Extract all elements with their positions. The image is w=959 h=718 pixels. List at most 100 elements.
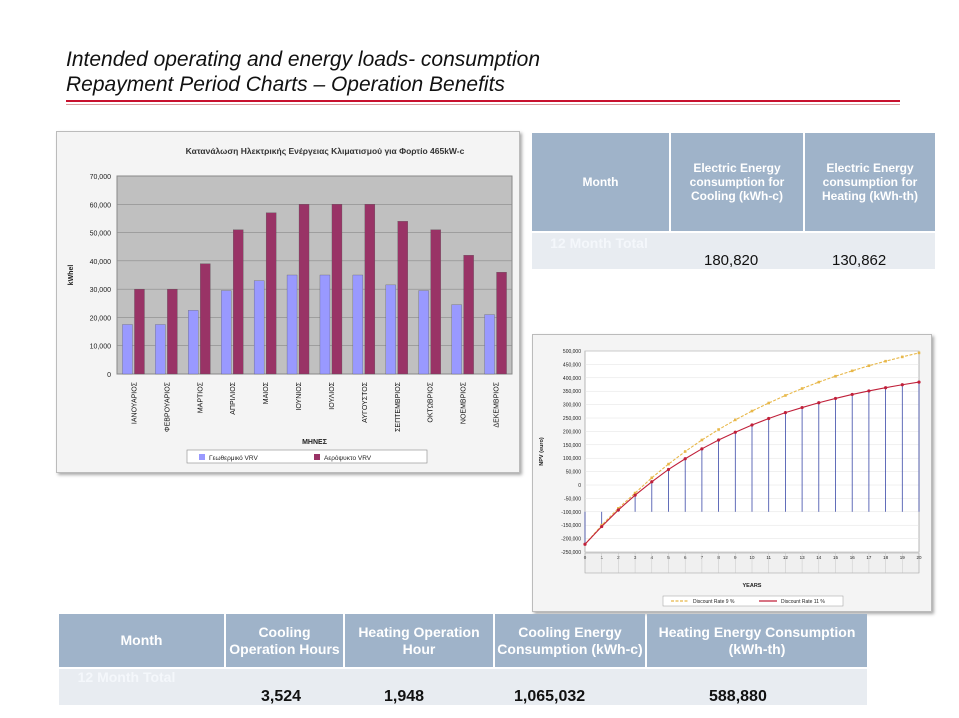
y-tick-label: 0 (107, 372, 111, 379)
x-tick-label: 18 (883, 555, 889, 560)
x-tick-label: ΣΕΠΤΕΜΒΡΙΟΣ (395, 381, 402, 432)
data-point (650, 476, 654, 480)
y-tick-label: 350,000 (563, 389, 581, 395)
bar (319, 274, 331, 375)
total-heating-value: 130,862 (832, 252, 887, 269)
x-tick-label: 19 (900, 555, 906, 560)
data-point (867, 389, 871, 393)
y-tick-label: -250,000 (561, 550, 581, 556)
legend-label: Discount Rate 11 % (781, 599, 825, 605)
x-tick-label: 4 (651, 555, 654, 560)
data-point (717, 428, 720, 431)
bar (496, 272, 507, 375)
legend-label: Γεωθερμικό VRV (209, 454, 258, 462)
data-point (583, 542, 587, 546)
data-point (833, 396, 838, 401)
x-tick-label: ΜΑΡΤΙΟΣ (197, 381, 204, 413)
data-point (733, 430, 737, 434)
x-tick-label: 5 (667, 555, 670, 560)
x-axis-label: ΜΗΝΕΣ (302, 439, 327, 446)
y-tick-label: 0 (578, 483, 581, 489)
data-point (884, 359, 887, 363)
header-cooling-energy: Cooling Energy Consumption (kWh-c) (495, 614, 645, 667)
x-tick-label: ΙΟΥΝΙΟΣ (296, 381, 303, 410)
slide-title: Intended operating and energy loads- con… (66, 47, 540, 97)
total-cooling-energy: 1,065,032 (514, 688, 586, 705)
x-tick-label: ΝΟΕΜΒΡΙΟΣ (461, 381, 468, 424)
y-tick-label: -50,000 (564, 496, 581, 502)
x-tick-label: 2 (617, 555, 620, 560)
data-point (767, 401, 770, 405)
data-point (633, 491, 637, 495)
y-tick-label: 450,000 (563, 362, 581, 368)
legend-label: Αερόψυκτο VRV (324, 454, 372, 462)
data-point (834, 374, 837, 378)
bar (331, 204, 343, 375)
total-heating-energy: 588,880 (709, 688, 767, 705)
title-divider (66, 100, 900, 102)
y-axis-label: NPV (euro) (539, 437, 545, 466)
plot-area (116, 175, 513, 375)
y-tick-label: 500,000 (563, 349, 581, 355)
npv-chart-svg: 500,000450,000400,000350,000300,000250,0… (539, 349, 922, 607)
bar (265, 212, 277, 375)
total-heating-hours: 1,948 (384, 688, 425, 705)
x-tick-label: ΦΕΒΡΟΥΑΡΙΟΣ (164, 381, 171, 432)
x-tick-label: 3 (634, 555, 637, 560)
x-tick-label: 0 (584, 555, 587, 560)
legend-box (662, 595, 844, 607)
data-point (734, 418, 737, 422)
data-point (800, 405, 804, 410)
y-tick-label: -150,000 (561, 523, 581, 529)
x-tick-label: 8 (717, 555, 720, 560)
bar (298, 204, 310, 375)
x-tick-label: 17 (866, 555, 872, 560)
total-row-2 (59, 669, 867, 705)
y-tick-label: -100,000 (561, 510, 581, 516)
bar (167, 288, 178, 375)
data-point (683, 457, 687, 461)
legend-box (186, 449, 428, 464)
bar (463, 255, 474, 375)
header-cooling-consumption: Electric Energy consumption for Cooling … (671, 133, 803, 231)
data-point (917, 351, 921, 355)
x-tick-label: 7 (701, 555, 704, 560)
total-row-label-2: 12 Month Total (77, 669, 176, 685)
y-tick-label: 30,000 (90, 287, 112, 294)
y-tick-label: 50,000 (90, 231, 112, 238)
x-tick-label: ΜΑΙΟΣ (263, 381, 270, 404)
npv-line-chart: 500,000 450,000 400,000 350,000 300,000 250,0… (532, 334, 932, 612)
y-tick-label: 60,000 (90, 202, 112, 209)
series-line (584, 352, 920, 545)
data-point (784, 394, 787, 397)
legend-swatch (199, 454, 205, 460)
data-point (683, 450, 687, 453)
x-tick-label: 20 (916, 555, 922, 560)
data-point (900, 383, 904, 387)
bar (233, 229, 244, 375)
x-tick-label: 14 (816, 555, 822, 560)
bar (188, 310, 199, 375)
header-heating-consumption: Electric Energy consumption for Heating … (805, 133, 935, 231)
header-month-2: Month (59, 614, 224, 667)
data-point (850, 392, 854, 397)
bar (451, 304, 462, 375)
y-tick-label: 100,000 (563, 456, 581, 462)
y-tick-label: 10,000 (90, 344, 112, 351)
bar (430, 229, 441, 375)
y-tick-label: 40,000 (90, 259, 112, 266)
y-tick-label: 300,000 (563, 403, 581, 409)
chart-title: Κατανάλωση Ηλεκτρικής Ενέργειας Κλιματισ… (186, 146, 465, 156)
y-tick-label: -200,000 (561, 537, 581, 543)
title-line-2: Repayment Period Charts – Operation Bene… (66, 73, 505, 96)
data-point (750, 409, 754, 413)
data-point (767, 416, 771, 421)
data-point (850, 369, 854, 373)
data-point (600, 524, 604, 529)
bar (484, 314, 495, 375)
y-axis-label: kWhel (68, 265, 75, 286)
legend-label: Discount Rate 9 % (693, 599, 735, 605)
x-tick-label: 12 (783, 555, 789, 560)
legend-swatch (314, 454, 320, 460)
bar (221, 290, 232, 375)
